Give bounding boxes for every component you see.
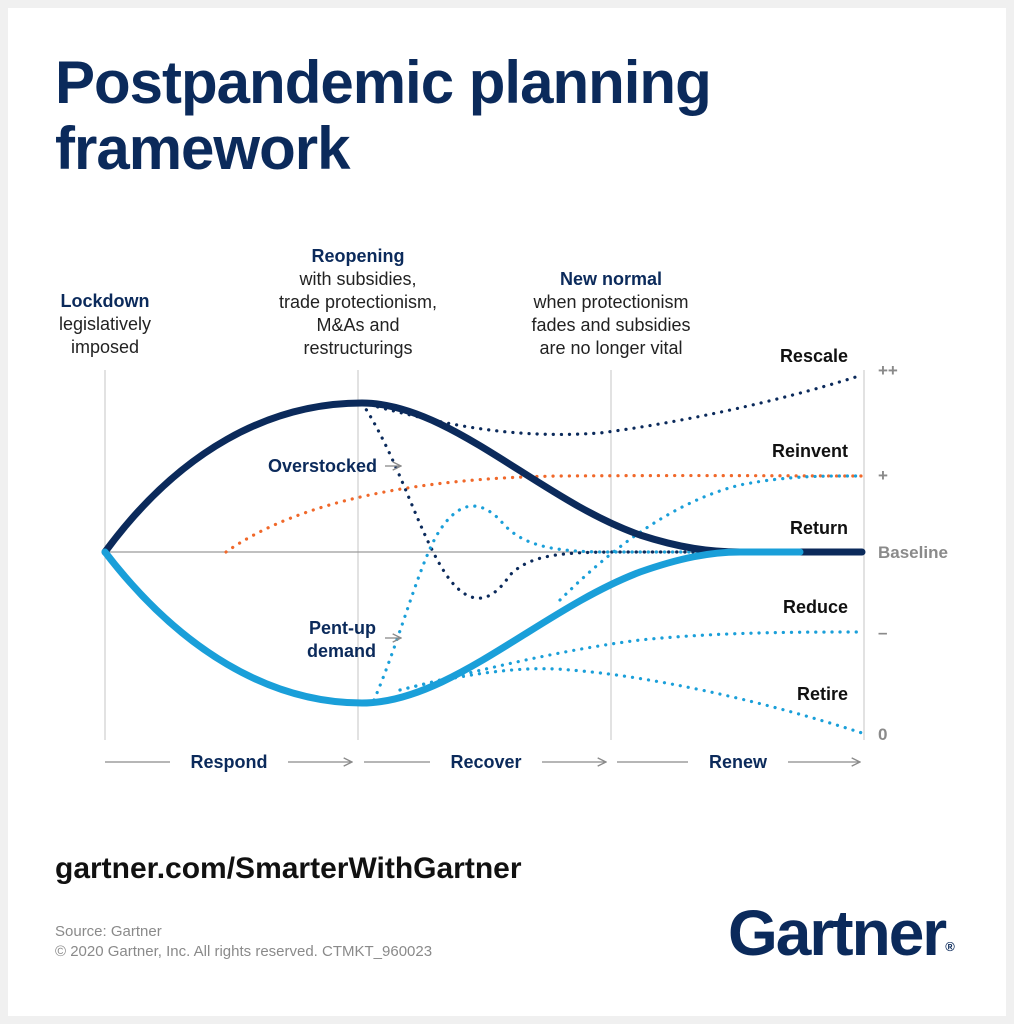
retire-label: Retire	[797, 684, 848, 704]
upper-main-curve	[101, 399, 866, 556]
lockdown-line-2: imposed	[71, 337, 139, 357]
stage-renew: Renew	[709, 752, 768, 772]
stage-respond: Respond	[190, 752, 267, 772]
reopening-line-2: trade protectionism,	[279, 292, 437, 312]
registered-mark: ®	[945, 939, 955, 954]
lockdown-label: Lockdown legislatively imposed	[59, 291, 151, 357]
infographic-card	[8, 8, 1006, 1016]
website-link[interactable]: gartner.com/SmarterWithGartner	[55, 852, 522, 885]
reopening-line-4: restructurings	[303, 338, 412, 358]
reduce-label: Reduce	[783, 597, 848, 617]
overstocked-label: Overstocked	[268, 456, 377, 476]
new-normal-line-3: are no longer vital	[539, 338, 682, 358]
rescale-label: Rescale	[780, 346, 848, 366]
pentup-line-2: demand	[307, 641, 376, 661]
return-label: Return	[790, 518, 848, 538]
reopening-label: Reopening with subsidies, trade protecti…	[279, 246, 437, 358]
stage-timeline: Respond Recover Renew	[105, 752, 860, 772]
pentup-line-1: Pent-up	[309, 618, 376, 638]
reduce-path	[398, 630, 864, 692]
reopening-line-3: M&As and	[316, 315, 399, 335]
recover-to-reinvent-path	[558, 474, 862, 602]
level-baseline: Baseline	[878, 543, 948, 562]
source-notice: Source: Gartner © 2020 Gartner, Inc. All…	[55, 922, 432, 962]
level-plus: +	[878, 466, 888, 485]
lockdown-line-1: legislatively	[59, 314, 151, 334]
new-normal-line-2: fades and subsidies	[531, 315, 690, 335]
level-double-plus: ++	[878, 361, 898, 380]
page-title: Postpandemic planning framework	[55, 49, 712, 182]
new-normal-heading: New normal	[560, 269, 662, 289]
reopening-heading: Reopening	[312, 246, 405, 266]
source-line: Source: Gartner	[55, 923, 162, 940]
reopening-line-1: with subsidies,	[298, 269, 416, 289]
new-normal-label: New normal when protectionism fades and …	[531, 269, 690, 358]
title-line-1: Postpandemic planning	[55, 49, 712, 116]
lockdown-heading: Lockdown	[61, 291, 150, 311]
title-line-2: framework	[55, 115, 350, 182]
retire-path	[398, 667, 864, 735]
stage-recover: Recover	[450, 752, 521, 772]
level-zero: 0	[878, 725, 887, 744]
reinvent-label: Reinvent	[772, 441, 848, 461]
pentup-demand-label: Pent-up demand	[307, 618, 376, 661]
new-normal-line-1: when protectionism	[532, 292, 688, 312]
reinvent-path	[224, 473, 864, 554]
logo-text: Gartner	[728, 897, 947, 969]
copyright-line: © 2020 Gartner, Inc. All rights reserved…	[55, 943, 433, 960]
lower-main-curve	[101, 548, 804, 707]
pentup-demand-path	[372, 504, 802, 702]
gartner-logo: Gartner®	[728, 896, 955, 970]
overstocked-path	[360, 401, 802, 600]
level-minus: –	[878, 623, 887, 642]
